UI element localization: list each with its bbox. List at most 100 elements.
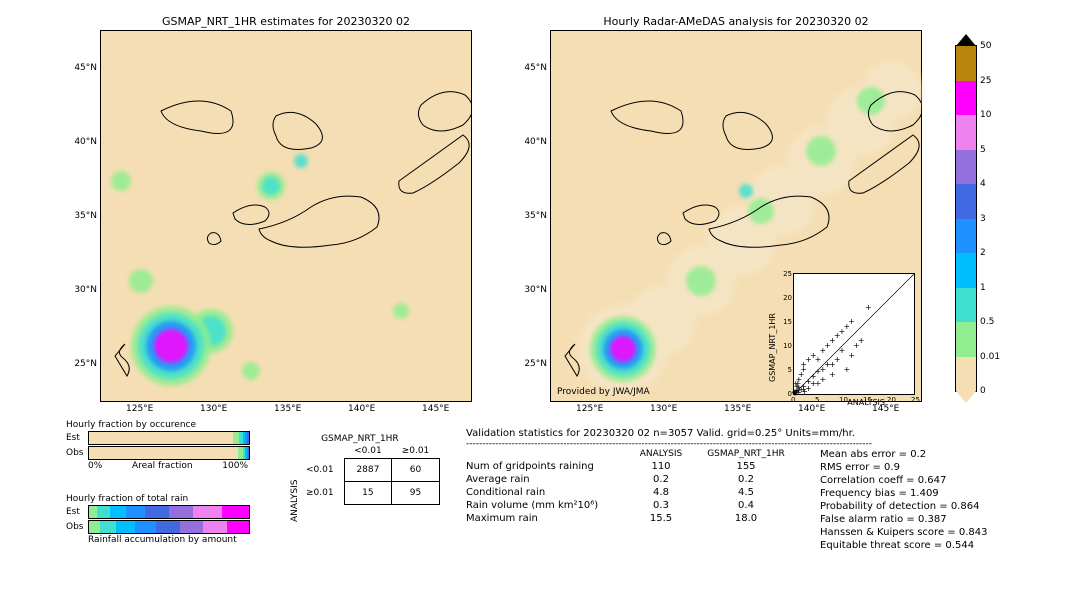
map-xtick: 130°E — [650, 404, 677, 414]
colorbar-segment — [956, 46, 976, 81]
stats-row-label: Maximum rain — [466, 513, 626, 524]
hbar-segment — [116, 521, 135, 533]
hbar-bar — [88, 446, 250, 460]
metric-row: Correlation coeff = 0.647 — [820, 475, 987, 486]
stats-divider: ----------------------------------------… — [466, 439, 1066, 449]
colorbar-arrow-down — [956, 391, 976, 403]
precip-blob — [686, 266, 716, 296]
map-xtick: 130°E — [200, 404, 227, 414]
validation-stats: Validation statistics for 20230320 02 n=… — [466, 428, 1066, 553]
colorbar-segment — [956, 357, 976, 392]
colorbar-label: 10 — [980, 110, 991, 120]
hbar-segment — [100, 521, 116, 533]
map-radar-title: Hourly Radar-AMeDAS analysis for 2023032… — [551, 15, 921, 28]
map-ytick: 35°N — [74, 211, 97, 221]
hbar-segment — [169, 506, 193, 518]
colorbar-label: 0 — [980, 386, 986, 396]
colorbar-label: 0.01 — [980, 352, 1000, 362]
scatter-ytick: 10 — [783, 342, 792, 350]
precip-blob — [111, 171, 131, 191]
stats-row: Rain volume (mm km²10⁶)0.30.4 — [466, 500, 796, 511]
hbar-segment — [180, 521, 202, 533]
scatter-ylabel: GSMAP_NRT_1HR — [768, 313, 777, 382]
scatter-point: + — [834, 332, 841, 340]
scatter-ytick: 15 — [783, 318, 792, 326]
colorbar-label: 25 — [980, 76, 991, 86]
hbar-segment — [227, 521, 249, 533]
hbar-segment — [89, 447, 238, 459]
map-radar-attribution: Provided by JWA/JMA — [557, 387, 650, 397]
hbar-segment — [156, 521, 180, 533]
stats-row-label: Average rain — [466, 474, 626, 485]
map-xtick: 140°E — [348, 404, 375, 414]
map-gsmap-title: GSMAP_NRT_1HR estimates for 20230320 02 — [101, 15, 471, 28]
hbar-segment — [193, 506, 222, 518]
stats-ch-0: ANALYSIS — [626, 449, 696, 459]
stats-row-label: Conditional rain — [466, 487, 626, 498]
colorbar-arrow-up — [956, 34, 976, 46]
ct-rh-1: ≥0.01 — [296, 482, 344, 505]
hbar-segment — [89, 521, 100, 533]
metric-row: RMS error = 0.9 — [820, 462, 987, 473]
scatter-point: + — [829, 361, 836, 369]
hbar-occ-title: Hourly fraction by occurence — [66, 420, 250, 430]
scatter-ytick: 0 — [788, 390, 792, 398]
metric-row: Hanssen & Kuipers score = 0.843 — [820, 527, 987, 538]
stats-row-v2: 0.4 — [696, 500, 796, 511]
precip-blob — [154, 329, 188, 363]
hbar-segment — [222, 506, 249, 518]
hbar-row: Est — [66, 505, 250, 519]
map-ytick: 25°N — [74, 359, 97, 369]
metric-row: False alarm ratio = 0.387 — [820, 514, 987, 525]
map-ytick: 35°N — [524, 211, 547, 221]
precip-blob — [806, 136, 836, 166]
hbar-bar — [88, 431, 250, 445]
scatter-point: + — [829, 371, 836, 379]
stats-left-col: ANALYSIS GSMAP_NRT_1HR Num of gridpoints… — [466, 449, 796, 553]
scatter-point: + — [848, 318, 855, 326]
scatter-point: + — [858, 337, 865, 345]
scatter-xtick: 5 — [815, 396, 819, 404]
colorbar-label: 1 — [980, 283, 986, 293]
map-ytick: 45°N — [524, 63, 547, 73]
map-ytick: 30°N — [74, 285, 97, 295]
scatter-point: + — [800, 361, 807, 369]
scatter-point: + — [865, 304, 872, 312]
hbar-rain-title: Hourly fraction of total rain — [66, 494, 250, 504]
scatter-ytick: 25 — [783, 270, 792, 278]
colorbar-segment — [956, 150, 976, 185]
scatter-point: + — [824, 342, 831, 350]
colorbar-segment — [956, 115, 976, 150]
ct-rh-0: <0.01 — [296, 459, 344, 482]
colorbar-segment — [956, 322, 976, 357]
scatter-ytick: 20 — [783, 294, 792, 302]
hbar-occ-tick-1: 100% — [222, 461, 248, 471]
hbar-occ-axis-label: Areal fraction — [102, 461, 222, 471]
hbar-row: Est — [66, 431, 250, 445]
precip-blob — [393, 303, 409, 319]
hbar-segment — [110, 506, 126, 518]
scatter-point: + — [810, 380, 817, 388]
precip-blob — [294, 154, 308, 168]
map-ytick: 45°N — [74, 63, 97, 73]
hbar-row-label: Est — [66, 433, 88, 443]
colorbar-segment — [956, 81, 976, 116]
ct-cell-11: 95 — [392, 482, 440, 505]
metric-row: Frequency bias = 1.409 — [820, 488, 987, 499]
hbar-occurrence: Hourly fraction by occurence EstObs 0% A… — [66, 420, 250, 471]
hbar-segment — [203, 521, 227, 533]
hbar-row-label: Obs — [66, 448, 88, 458]
colorbar-label: 4 — [980, 179, 986, 189]
scatter-xtick: 20 — [887, 396, 896, 404]
metric-row: Probability of detection = 0.864 — [820, 501, 987, 512]
precip-blob — [739, 184, 753, 198]
stats-row-v2: 4.5 — [696, 487, 796, 498]
stats-title: Validation statistics for 20230320 02 n=… — [466, 428, 1066, 439]
precip-blob — [242, 362, 260, 380]
map-xtick: 135°E — [274, 404, 301, 414]
stats-row-v1: 110 — [626, 461, 696, 472]
precip-blob — [748, 198, 774, 224]
map-xtick: 125°E — [126, 404, 153, 414]
hbar-row: Obs — [66, 520, 250, 534]
scatter-point: + — [843, 366, 850, 374]
